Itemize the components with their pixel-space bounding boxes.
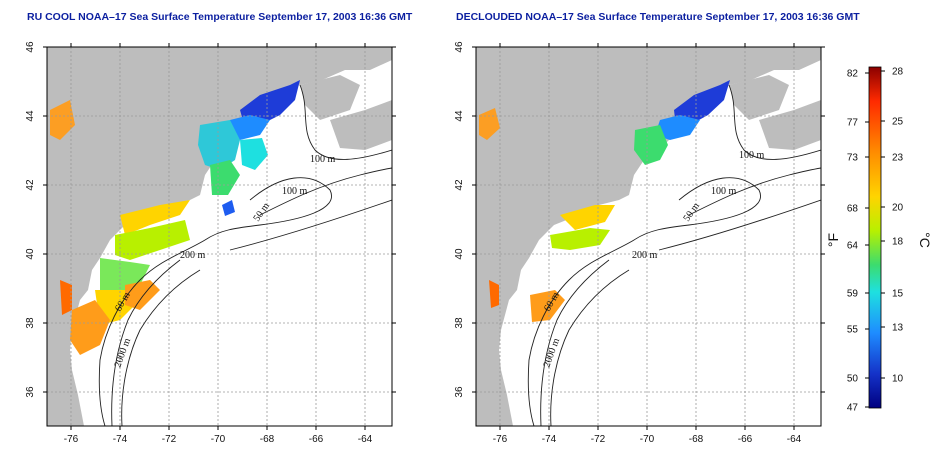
left-map-panel: 100 m 100 m 50 m 200 m 60 m 2000 m -76 -7… bbox=[25, 41, 396, 445]
celsius-tick-label: 25 bbox=[892, 117, 904, 128]
contour-label: 100 m bbox=[739, 150, 765, 161]
lat-tick-label: 40 bbox=[25, 248, 36, 260]
fahrenheit-tick-label: 73 bbox=[847, 153, 859, 164]
lat-lon-grid bbox=[47, 47, 392, 426]
celsius-tick-label: 10 bbox=[892, 374, 904, 385]
lon-tick-label: -76 bbox=[493, 434, 508, 445]
lon-tick-label: -70 bbox=[211, 434, 226, 445]
colorbar-gradient bbox=[868, 66, 882, 409]
lon-tick-label: -74 bbox=[542, 434, 557, 445]
fahrenheit-tick-label: 82 bbox=[847, 69, 859, 80]
contour-label: 100 m bbox=[711, 186, 737, 197]
lat-lon-grid bbox=[476, 47, 821, 426]
contour-label: 100 m bbox=[310, 154, 336, 165]
celsius-tick-label: 18 bbox=[892, 237, 904, 248]
lat-tick-label: 44 bbox=[25, 110, 36, 122]
lon-tick-label: -64 bbox=[358, 434, 373, 445]
bathymetry-contours bbox=[98, 84, 392, 426]
lon-tick-label: -72 bbox=[591, 434, 606, 445]
lon-tick-label: -74 bbox=[113, 434, 128, 445]
right-map-frame bbox=[475, 46, 822, 427]
celsius-tick-label: 28 bbox=[892, 67, 904, 78]
right-map-panel: 100 m 100 m 50 m 200 m 60 m 2000 m -76 -7… bbox=[454, 41, 825, 445]
fahrenheit-tick-label: 77 bbox=[847, 118, 859, 129]
land-mass bbox=[476, 47, 821, 426]
lon-tick-label: -66 bbox=[309, 434, 324, 445]
temperature-colorbar: 82 77 73 68 64 59 55 50 47 28 25 23 20 18 15 13 10 °F °C bbox=[825, 67, 933, 414]
celsius-tick-label: 20 bbox=[892, 203, 904, 214]
left-panel-title: RU COOL NOAA–17 Sea Surface Temperature … bbox=[27, 11, 413, 23]
right-panel-title: DECLOUDED NOAA–17 Sea Surface Temperatur… bbox=[456, 11, 860, 23]
lon-tick-label: -68 bbox=[260, 434, 275, 445]
fahrenheit-tick-label: 47 bbox=[847, 403, 859, 414]
lat-tick-label: 42 bbox=[25, 179, 36, 191]
lon-tick-label: -76 bbox=[64, 434, 79, 445]
fahrenheit-tick-label: 59 bbox=[847, 289, 859, 300]
fahrenheit-tick-label: 68 bbox=[847, 204, 859, 215]
left-map-frame bbox=[46, 46, 393, 427]
land-mass bbox=[47, 47, 392, 426]
colorbar-ticks: 82 77 73 68 64 59 55 50 47 28 25 23 20 18 15 13 10 bbox=[847, 67, 904, 414]
fahrenheit-tick-label: 50 bbox=[847, 374, 859, 385]
lon-tick-label: -68 bbox=[689, 434, 704, 445]
fahrenheit-tick-label: 64 bbox=[847, 241, 859, 252]
lat-tick-label: 44 bbox=[454, 110, 465, 122]
left-map-axes: -76 -74 -72 -70 -68 -66 -64 36 38 40 42 44 46 bbox=[25, 41, 396, 445]
celsius-tick-label: 13 bbox=[892, 323, 904, 334]
lat-tick-label: 38 bbox=[25, 317, 36, 329]
lat-tick-label: 46 bbox=[454, 41, 465, 53]
lon-tick-label: -64 bbox=[787, 434, 802, 445]
lon-tick-label: -70 bbox=[640, 434, 655, 445]
lon-tick-label: -72 bbox=[162, 434, 177, 445]
lat-tick-label: 36 bbox=[25, 386, 36, 398]
bathymetry-contours bbox=[527, 84, 821, 426]
lat-tick-label: 42 bbox=[454, 179, 465, 191]
celsius-tick-label: 15 bbox=[892, 289, 904, 300]
celsius-unit-label: °C bbox=[917, 232, 933, 248]
contour-label: 200 m bbox=[632, 250, 658, 261]
celsius-tick-label: 23 bbox=[892, 153, 904, 164]
lat-tick-label: 38 bbox=[454, 317, 465, 329]
lat-tick-label: 40 bbox=[454, 248, 465, 260]
lat-tick-label: 36 bbox=[454, 386, 465, 398]
fahrenheit-unit-label: °F bbox=[825, 233, 841, 247]
contour-label: 200 m bbox=[180, 250, 206, 261]
lon-tick-label: -66 bbox=[738, 434, 753, 445]
right-map-axes: -76 -74 -72 -70 -68 -66 -64 36 38 40 42 44 46 bbox=[454, 41, 825, 445]
lat-tick-label: 46 bbox=[25, 41, 36, 53]
fahrenheit-tick-label: 55 bbox=[847, 325, 859, 336]
contour-label: 100 m bbox=[282, 186, 308, 197]
